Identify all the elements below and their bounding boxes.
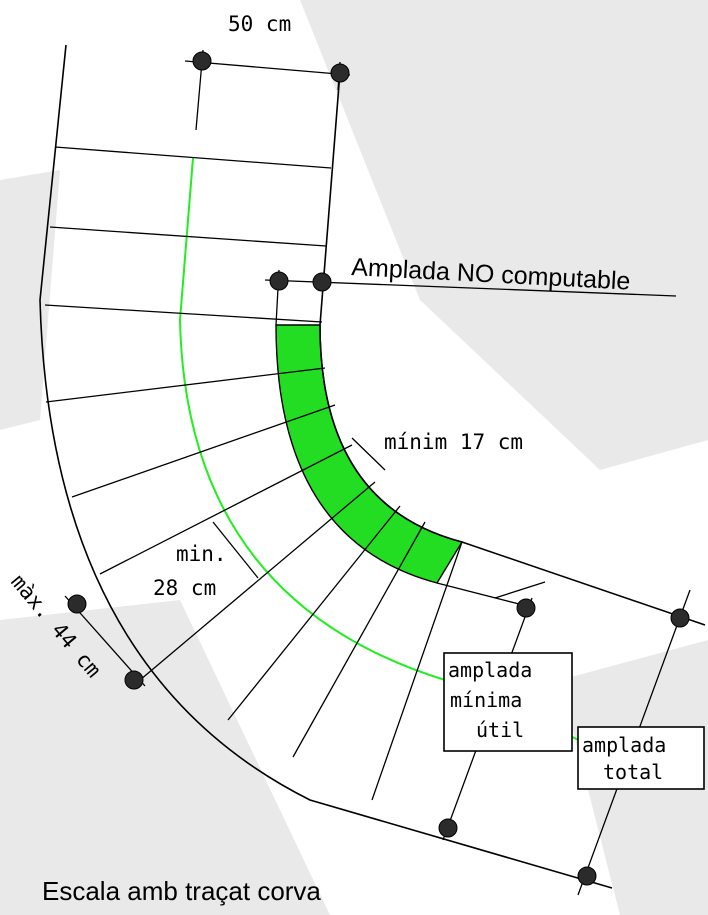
- label-amplada-total-line2: total: [603, 760, 663, 784]
- dimension-min-17cm: mínim 17 cm: [351, 430, 523, 471]
- dimension-amplada-minima: amplada mínima útil: [438, 597, 573, 841]
- label-50cm: 50 cm: [228, 12, 291, 36]
- label-min-28-line1: min.: [176, 542, 227, 566]
- walking-line: [178, 157, 591, 746]
- dimension-min-28cm: min. 28 cm: [153, 521, 259, 600]
- amplada-minima-box: [443, 652, 573, 752]
- label-amplada-minima-line1: amplada: [448, 658, 532, 682]
- label-amplada-total-line1: amplada: [582, 733, 666, 757]
- label-amplada-minima-line3: útil: [476, 718, 524, 742]
- dimension-50cm: 50 cm: [184, 12, 351, 131]
- inner-boundary: [319, 71, 706, 626]
- dimension-amplada-total: amplada total: [577, 589, 705, 896]
- label-min-28-line2: 28 cm: [153, 576, 216, 600]
- stair-treads: [44, 146, 546, 801]
- caption: Escala amb traçat corva: [42, 876, 321, 906]
- label-min-17cm: mínim 17 cm: [384, 430, 523, 454]
- label-amplada-minima-line2: mínima: [450, 688, 522, 712]
- outer-boundary: [39, 44, 613, 889]
- amplada-total-box: [577, 726, 705, 790]
